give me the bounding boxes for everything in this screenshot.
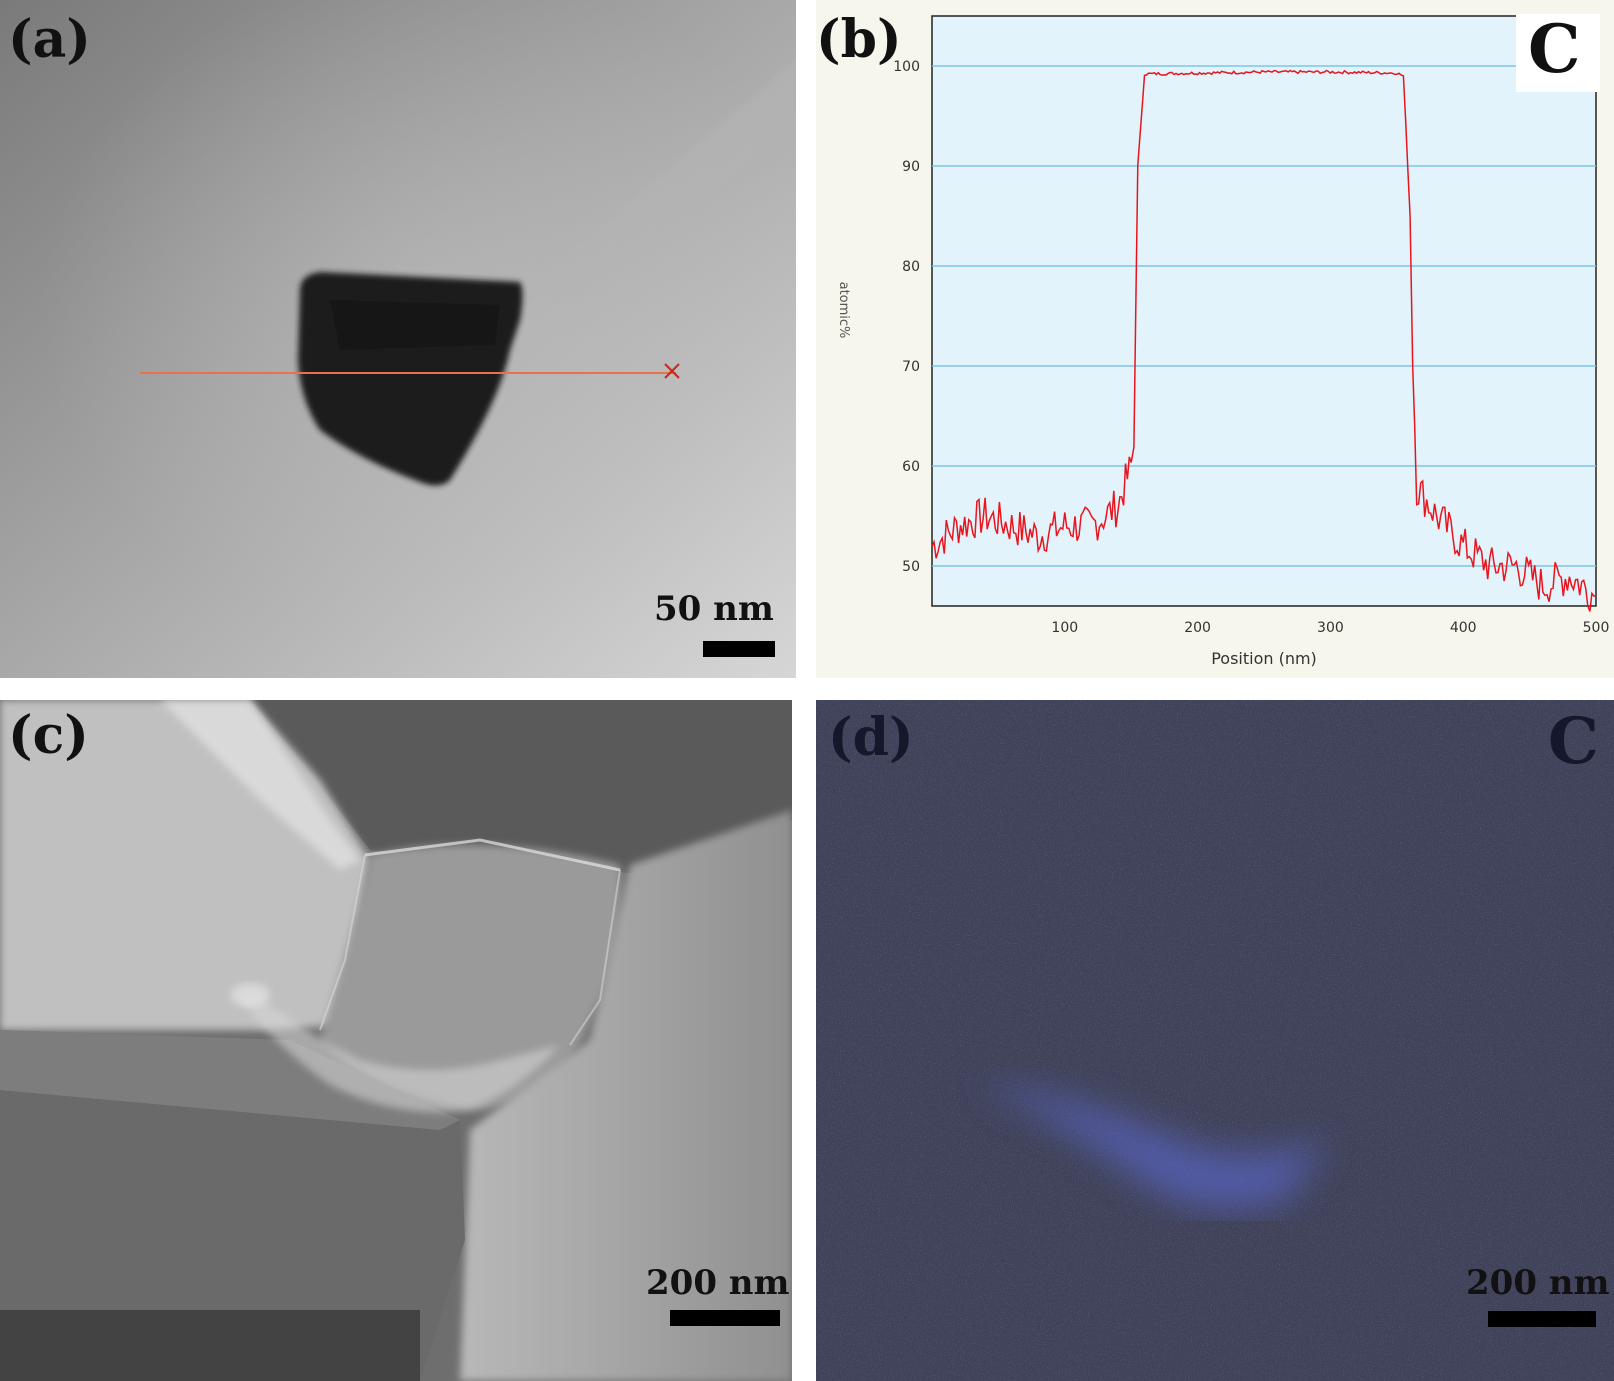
scale-bar-label-d: 200 nm — [1466, 1263, 1610, 1303]
scale-bar-d — [1488, 1311, 1596, 1327]
scan-end-marker — [664, 363, 680, 379]
sem-image-c — [0, 700, 792, 1381]
y-tick-label: 80 — [902, 259, 920, 275]
scale-bar-label-c: 200 nm — [646, 1263, 790, 1303]
series-line-carbon — [931, 69, 1597, 612]
line-scan-chart: 50 60 70 80 90 100 100 200 300 400 500 Position (… — [816, 0, 1614, 678]
element-label-box-b — [1516, 14, 1600, 92]
panel-label-a: (a) — [8, 9, 91, 70]
y-tick-label: 70 — [902, 359, 920, 375]
element-label-d: C — [1548, 704, 1599, 779]
sem-image-panel-c: (c) 200 nm — [0, 700, 792, 1381]
eds-carbon-map — [816, 700, 1614, 1381]
tem-image-panel-a: (a) 50 nm — [0, 0, 796, 678]
y-tick-label: 90 — [902, 159, 920, 175]
y-tick-label: 60 — [902, 459, 920, 475]
x-tick-label: 200 — [1184, 620, 1211, 636]
panel-label-c: (c) — [8, 705, 89, 766]
y-tick-label: 50 — [902, 559, 920, 575]
scale-bar-c — [670, 1310, 780, 1326]
x-axis-label: Position (nm) — [1211, 649, 1317, 668]
scale-bar-a — [703, 641, 775, 657]
y-axis-label: atomic% — [836, 282, 851, 339]
x-tick-label: 100 — [1051, 620, 1078, 636]
tem-image-a — [0, 0, 796, 678]
panel-label-d: (d) — [828, 707, 914, 768]
line-scan-chart-panel: 50 60 70 80 90 100 100 200 300 400 500 Position (… — [816, 0, 1614, 678]
plot-area — [931, 15, 1597, 607]
scale-bar-label-a: 50 nm — [654, 589, 774, 629]
panel-label-b: (b) — [816, 9, 902, 70]
eds-map-panel-d: (d) C 200 nm — [816, 700, 1614, 1381]
element-label-b: C — [1528, 10, 1581, 88]
x-tick-label: 300 — [1317, 620, 1344, 636]
y-tick-label: 100 — [893, 59, 920, 75]
x-tick-label: 400 — [1450, 620, 1477, 636]
x-tick-label: 500 — [1583, 620, 1610, 636]
